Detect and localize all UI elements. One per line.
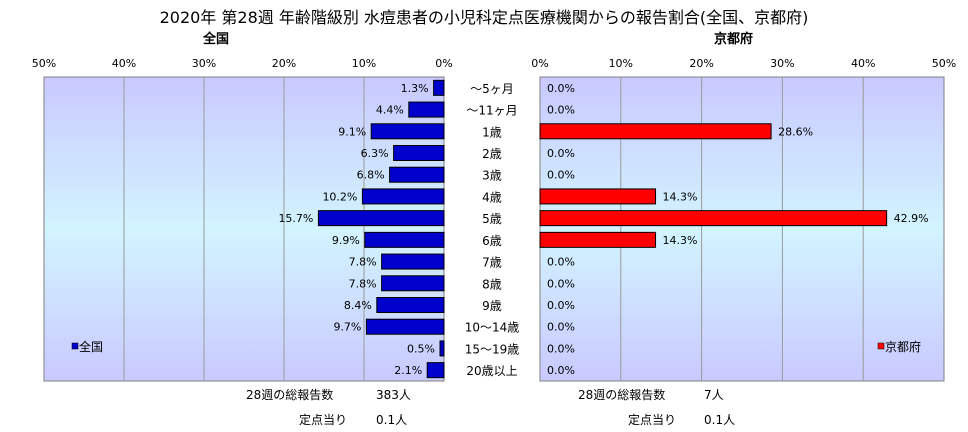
national-per-value: 0.1人 <box>376 413 408 427</box>
national-data-label: 4.4% <box>376 104 404 117</box>
national-data-label: 6.3% <box>361 147 389 160</box>
chart-title: 2020年 第28週 年齢階級別 水痘患者の小児科定点医療機関からの報告割合(全… <box>159 8 809 27</box>
national-data-label: 10.2% <box>322 190 357 203</box>
national-total-value: 383人 <box>376 388 411 402</box>
kyoto-plot-area <box>539 76 945 382</box>
kyoto-x-tick-label: 0% <box>531 57 548 70</box>
national-x-tick-label: 40% <box>112 57 136 70</box>
category-label: ～11ヶ月 <box>466 104 517 118</box>
national-bar <box>439 340 445 357</box>
national-data-label: 9.7% <box>333 321 361 334</box>
kyoto-data-label: 0.0% <box>547 147 575 160</box>
national-x-tick-label: 10% <box>352 57 376 70</box>
national-plot-area <box>43 76 445 382</box>
category-label: 5歳 <box>482 212 502 226</box>
national-data-label: 8.4% <box>344 299 372 312</box>
kyoto-data-label: 0.0% <box>547 299 575 312</box>
national-data-label: 7.8% <box>349 256 377 269</box>
national-data-label: 9.9% <box>332 234 360 247</box>
category-label: 8歳 <box>482 277 502 291</box>
national-subtitle: 全国 <box>203 32 230 47</box>
kyoto-bar <box>539 231 657 248</box>
kyoto-data-label: 0.0% <box>547 342 575 355</box>
national-bar <box>381 253 445 270</box>
category-label: 2歳 <box>482 147 502 161</box>
national-bar <box>433 79 445 96</box>
kyoto-x-tick-label: 30% <box>770 57 794 70</box>
kyoto-x-tick-label: 20% <box>689 57 713 70</box>
kyoto-per-value: 0.1人 <box>704 413 736 427</box>
category-label: 1歳 <box>482 125 502 139</box>
national-bar <box>365 318 445 335</box>
national-bar <box>364 231 445 248</box>
kyoto-bar <box>539 210 888 227</box>
national-bar <box>426 362 445 379</box>
kyoto-legend-label: 京都府 <box>885 339 921 354</box>
category-label: 15～19歳 <box>465 342 520 356</box>
kyoto-data-label: 0.0% <box>547 321 575 334</box>
national-bar <box>361 188 445 205</box>
national-data-label: 6.8% <box>357 169 385 182</box>
national-x-tick-label: 0% <box>435 57 452 70</box>
category-label: 6歳 <box>482 234 502 248</box>
national-data-label: 0.5% <box>407 342 435 355</box>
national-bar <box>376 297 445 313</box>
national-data-label: 9.1% <box>338 125 366 138</box>
national-legend-swatch <box>71 342 79 350</box>
kyoto-data-label: 42.9% <box>894 212 929 225</box>
kyoto-total-value: 7人 <box>704 388 724 402</box>
kyoto-data-label: 0.0% <box>547 104 575 117</box>
category-label: 20歳以上 <box>466 364 517 378</box>
category-label: 7歳 <box>482 256 502 270</box>
kyoto-bar <box>539 188 657 205</box>
category-label: ～5ヶ月 <box>470 82 514 96</box>
kyoto-data-label: 0.0% <box>547 82 575 95</box>
kyoto-x-tick-label: 10% <box>609 57 633 70</box>
kyoto-total-label: 28週の総報告数 <box>578 388 666 402</box>
kyoto-data-label: 28.6% <box>778 125 813 138</box>
kyoto-legend-swatch <box>877 342 885 350</box>
kyoto-data-label: 0.0% <box>547 256 575 269</box>
national-per-label: 定点当り <box>299 413 348 427</box>
kyoto-x-tick-label: 50% <box>932 57 956 70</box>
national-bar <box>389 166 445 183</box>
national-data-label: 15.7% <box>278 212 313 225</box>
national-data-label: 7.8% <box>349 277 377 290</box>
national-data-label: 1.3% <box>401 82 429 95</box>
kyoto-per-label: 定点当り <box>628 413 677 427</box>
national-x-tick-label: 20% <box>272 57 296 70</box>
kyoto-data-label: 0.0% <box>547 169 575 182</box>
kyoto-data-label: 14.3% <box>663 190 698 203</box>
kyoto-subtitle: 京都府 <box>714 32 754 47</box>
national-bar <box>393 145 445 161</box>
national-bar <box>381 275 445 292</box>
national-x-tick-label: 50% <box>32 57 56 70</box>
category-label: 4歳 <box>482 190 502 204</box>
national-x-tick-label: 30% <box>192 57 216 70</box>
kyoto-data-label: 0.0% <box>547 277 575 290</box>
kyoto-bar <box>539 123 772 140</box>
national-data-label: 2.1% <box>394 364 422 377</box>
national-bar <box>317 210 445 227</box>
kyoto-x-tick-label: 40% <box>851 57 875 70</box>
national-bar <box>408 101 445 118</box>
category-label: 9歳 <box>482 299 502 313</box>
category-label: 3歳 <box>482 169 502 183</box>
national-total-label: 28週の総報告数 <box>246 388 334 402</box>
category-label: 10～14歳 <box>465 321 520 335</box>
national-bar <box>370 123 445 140</box>
kyoto-data-label: 14.3% <box>663 234 698 247</box>
national-legend-label: 全国 <box>79 339 103 354</box>
kyoto-data-label: 0.0% <box>547 364 575 377</box>
